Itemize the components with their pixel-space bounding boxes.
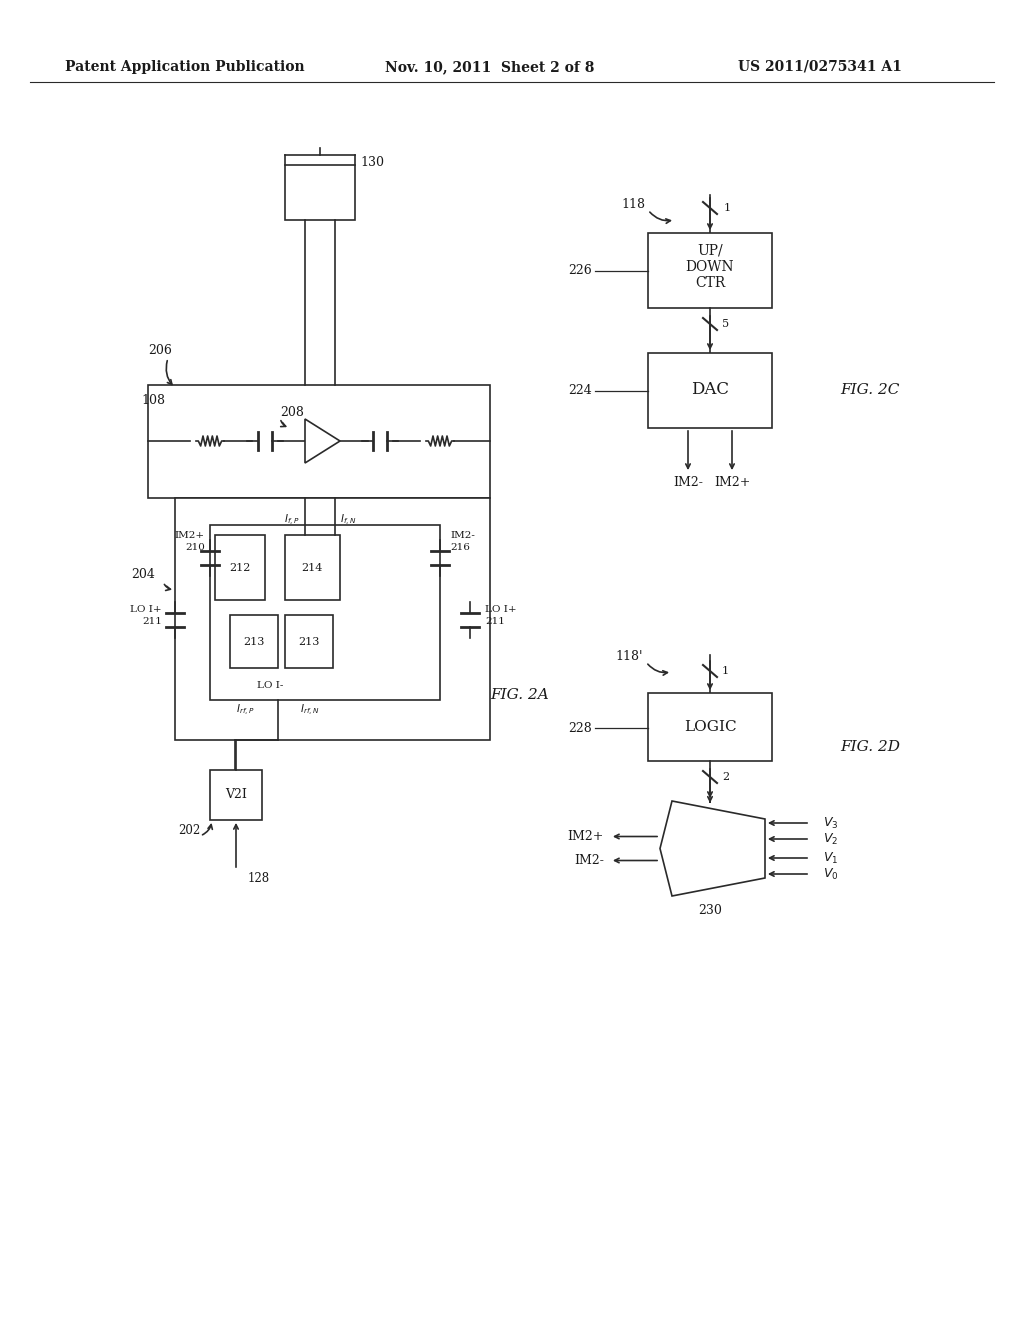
Text: IM2-: IM2-	[673, 477, 702, 490]
Text: 213: 213	[244, 638, 264, 647]
Text: FIG. 2D: FIG. 2D	[840, 741, 900, 754]
Bar	[648, 352, 772, 428]
Text: 108: 108	[141, 393, 165, 407]
Text: $V_2$: $V_2$	[823, 832, 839, 846]
Text: 212: 212	[229, 564, 251, 573]
Bar	[285, 535, 340, 601]
Bar	[210, 770, 262, 820]
Text: 204: 204	[131, 569, 155, 582]
Bar	[210, 525, 440, 700]
Text: US 2011/0275341 A1: US 2011/0275341 A1	[738, 59, 902, 74]
Text: LO I+: LO I+	[485, 606, 517, 615]
Text: $I_{rf,N}$: $I_{rf,N}$	[300, 702, 319, 718]
Polygon shape	[305, 418, 340, 463]
Text: IM2+: IM2+	[175, 531, 205, 540]
Text: 130: 130	[360, 156, 384, 169]
Text: 230: 230	[698, 904, 722, 917]
Bar	[285, 615, 333, 668]
Text: 5: 5	[722, 319, 729, 329]
Text: Patent Application Publication: Patent Application Publication	[66, 59, 305, 74]
FancyArrowPatch shape	[281, 421, 286, 426]
Text: DAC: DAC	[691, 381, 729, 399]
Text: 211: 211	[142, 618, 162, 627]
Text: 208: 208	[280, 405, 304, 418]
Text: 228: 228	[568, 722, 592, 734]
FancyArrowPatch shape	[648, 664, 668, 675]
FancyArrowPatch shape	[165, 585, 170, 590]
Text: V2I: V2I	[225, 788, 247, 801]
Text: FIG. 2A: FIG. 2A	[490, 688, 549, 702]
Bar	[648, 234, 772, 308]
Bar	[148, 385, 490, 498]
Bar	[215, 535, 265, 601]
Text: 224: 224	[568, 384, 592, 397]
Text: DOWN: DOWN	[686, 260, 734, 275]
Text: Nov. 10, 2011  Sheet 2 of 8: Nov. 10, 2011 Sheet 2 of 8	[385, 59, 595, 74]
Text: CTR: CTR	[695, 276, 725, 290]
Text: 128: 128	[248, 871, 270, 884]
Text: 118': 118'	[615, 651, 643, 664]
Text: 206: 206	[148, 343, 172, 356]
Text: IM2-: IM2-	[574, 854, 604, 867]
Text: $I_{f,P}$: $I_{f,P}$	[285, 512, 300, 528]
FancyArrowPatch shape	[650, 213, 671, 223]
Text: $V_0$: $V_0$	[823, 866, 839, 882]
Polygon shape	[660, 801, 765, 896]
Text: 1: 1	[724, 203, 731, 213]
Text: IM2-: IM2-	[450, 531, 475, 540]
Text: IM2+: IM2+	[714, 477, 751, 490]
Text: 214: 214	[301, 564, 323, 573]
Text: 1: 1	[722, 667, 729, 676]
Text: 2: 2	[722, 772, 729, 781]
Bar	[648, 693, 772, 762]
FancyArrowPatch shape	[166, 360, 172, 384]
Text: 118: 118	[621, 198, 645, 211]
Text: 213: 213	[298, 638, 319, 647]
Text: $I_{f,N}$: $I_{f,N}$	[340, 512, 356, 528]
Text: 226: 226	[568, 264, 592, 277]
Bar	[175, 498, 490, 741]
Text: 210: 210	[185, 544, 205, 553]
Text: $V_3$: $V_3$	[823, 816, 839, 830]
Bar	[285, 165, 355, 220]
Text: 202: 202	[178, 824, 200, 837]
FancyArrowPatch shape	[203, 825, 212, 834]
Text: 211: 211	[485, 618, 505, 627]
Text: 216: 216	[450, 544, 470, 553]
Text: LO I+: LO I+	[130, 606, 162, 615]
Text: $V_1$: $V_1$	[823, 850, 839, 866]
Bar	[230, 615, 278, 668]
Text: FIG. 2C: FIG. 2C	[840, 383, 899, 397]
Text: LOGIC: LOGIC	[684, 719, 736, 734]
Text: UP/: UP/	[697, 244, 723, 257]
Text: $I_{rf,P}$: $I_{rf,P}$	[236, 702, 254, 718]
Text: IM2+: IM2+	[567, 830, 604, 843]
Text: LO I-: LO I-	[257, 681, 284, 689]
